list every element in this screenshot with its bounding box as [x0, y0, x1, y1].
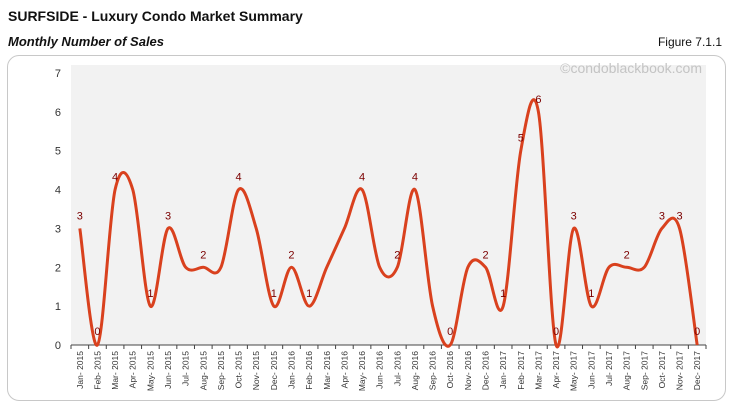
x-tick-label: Jul- 2017: [604, 351, 614, 386]
data-label: 1: [271, 288, 277, 300]
data-label: 4: [112, 172, 118, 184]
x-tick-label: Oct- 2016: [445, 351, 455, 389]
x-tick-label: Feb- 2016: [304, 351, 314, 390]
data-label: 1: [147, 288, 153, 300]
x-tick-label: Apr- 2015: [128, 351, 138, 389]
data-label: 0: [553, 326, 559, 338]
data-label: 2: [394, 249, 400, 261]
x-tick-label: Dec- 2017: [692, 351, 702, 390]
x-tick-label: Aug- 2015: [198, 351, 208, 390]
watermark: ©condoblackbook.com: [560, 60, 702, 76]
page-title: SURFSIDE - Luxury Condo Market Summary: [8, 8, 303, 24]
x-tick-label: Jun- 2015: [163, 351, 173, 389]
data-label: 2: [482, 249, 488, 261]
x-tick-label: Aug- 2017: [622, 351, 632, 390]
data-label: 3: [77, 210, 83, 222]
x-tick-label: Dec- 2016: [481, 351, 491, 390]
data-label: 2: [288, 249, 294, 261]
x-tick-label: Jan- 2016: [286, 351, 296, 389]
y-tick-label: 3: [55, 223, 61, 235]
y-tick-label: 7: [55, 68, 61, 80]
y-tick-label: 4: [55, 185, 61, 197]
data-label: 4: [412, 172, 418, 184]
data-label: 3: [571, 210, 577, 222]
data-label: 2: [624, 249, 630, 261]
x-tick-label: Sep- 2016: [428, 351, 438, 390]
x-tick-label: May- 2015: [145, 351, 155, 391]
data-label: 2: [200, 249, 206, 261]
x-tick-label: Oct- 2015: [234, 351, 244, 389]
data-label: 1: [500, 288, 506, 300]
x-tick-label: Jun- 2017: [586, 351, 596, 389]
y-tick-label: 2: [55, 262, 61, 274]
x-tick-label: Mar- 2015: [110, 351, 120, 390]
data-label: 3: [165, 210, 171, 222]
x-tick-label: May- 2017: [569, 351, 579, 391]
x-tick-label: Nov- 2017: [675, 351, 685, 390]
y-tick-label: 5: [55, 146, 61, 158]
data-label: 1: [588, 288, 594, 300]
chart-subtitle: Monthly Number of Sales: [8, 34, 165, 49]
x-tick-label: Nov- 2016: [463, 351, 473, 390]
y-tick-label: 1: [55, 301, 61, 313]
chart-frame: [7, 55, 726, 401]
data-label: 5: [518, 133, 524, 145]
x-tick-label: Sep- 2017: [639, 351, 649, 390]
x-tick-label: Jan- 2015: [75, 351, 85, 389]
x-tick-label: Jan- 2017: [498, 351, 508, 389]
plot-area: [71, 65, 706, 345]
figure-number: Figure 7.1.1: [657, 35, 722, 49]
data-label: 4: [236, 172, 242, 184]
y-tick-label: 6: [55, 107, 61, 119]
x-tick-label: Nov- 2015: [251, 351, 261, 390]
y-tick-label: 0: [55, 340, 61, 352]
data-label: 3: [659, 210, 665, 222]
x-tick-label: Mar- 2017: [533, 351, 543, 390]
x-tick-label: Dec- 2015: [269, 351, 279, 390]
x-tick-label: Jul- 2016: [392, 351, 402, 386]
x-tick-label: Mar- 2016: [322, 351, 332, 390]
data-label: 0: [94, 326, 100, 338]
data-label: 6: [535, 94, 541, 106]
x-tick-label: May- 2016: [357, 351, 367, 391]
x-tick-label: Feb- 2017: [516, 351, 526, 390]
data-label: 3: [676, 210, 682, 222]
x-tick-label: Oct- 2017: [657, 351, 667, 389]
x-tick-label: Jun- 2016: [375, 351, 385, 389]
data-label: 0: [447, 326, 453, 338]
data-label: 0: [694, 326, 700, 338]
data-label: 1: [306, 288, 312, 300]
x-tick-label: Sep- 2015: [216, 351, 226, 390]
x-tick-label: Feb- 2015: [92, 351, 102, 390]
data-label: 4: [359, 172, 365, 184]
x-tick-label: Jul- 2015: [181, 351, 191, 386]
x-tick-label: Apr- 2017: [551, 351, 561, 389]
x-tick-label: Apr- 2016: [339, 351, 349, 389]
x-tick-label: Aug- 2016: [410, 351, 420, 390]
series-line: [78, 98, 699, 349]
